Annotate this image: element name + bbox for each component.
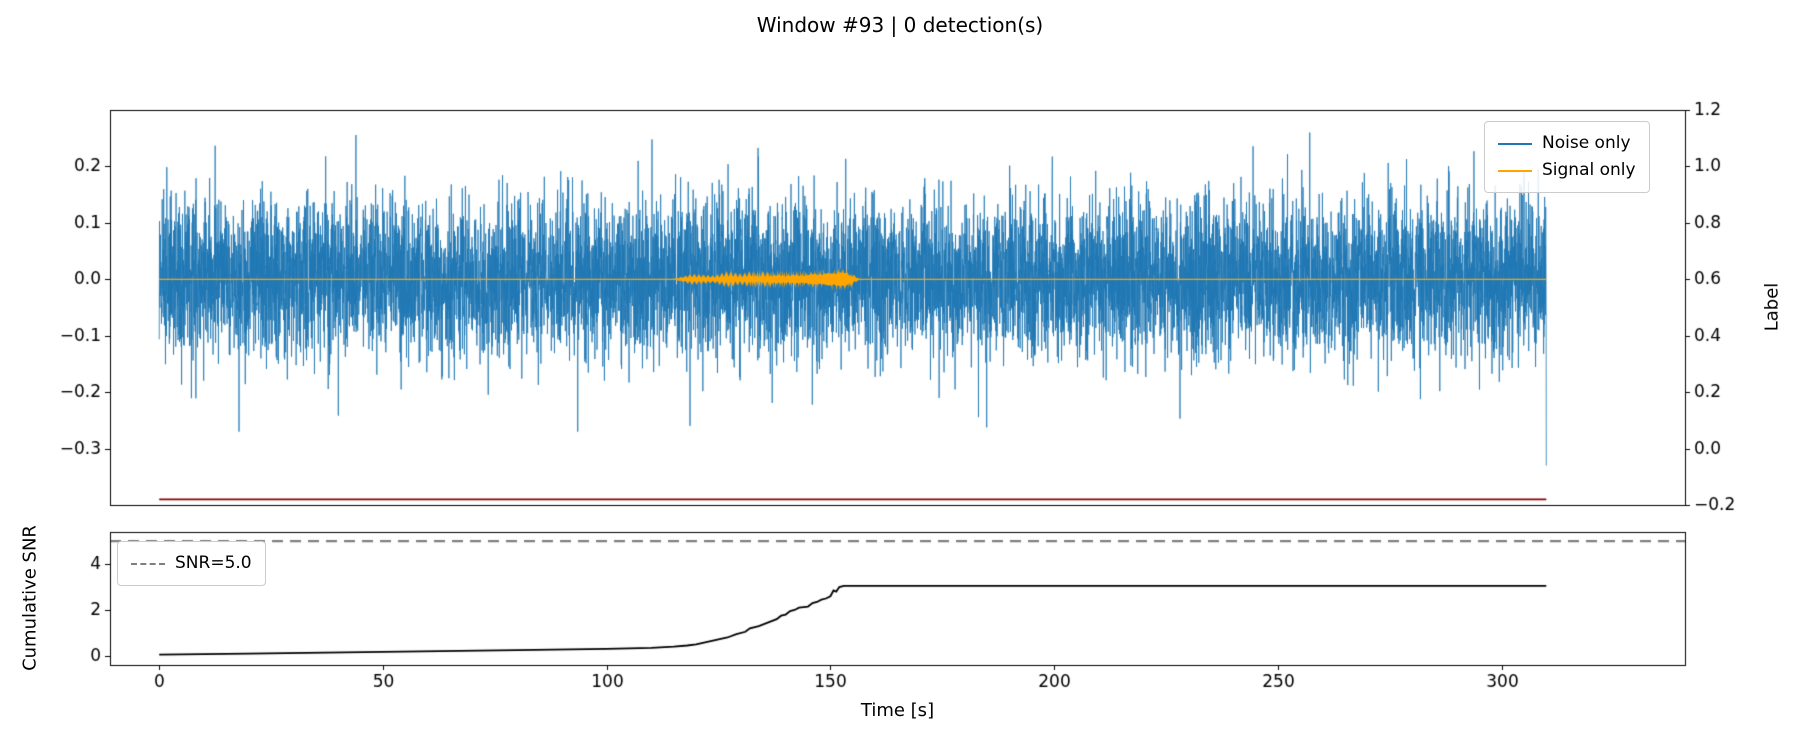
legend-entry-signal: Signal only [1498,157,1636,184]
signal-line-swatch [1498,169,1532,172]
noise-legend-label: Noise only [1542,133,1631,153]
snr-legend: SNR=5.0 [117,541,266,586]
label-y-axis-label: Label [1761,282,1783,332]
legend-entry-noise: Noise only [1498,130,1636,157]
legend-entry-threshold: SNR=5.0 [131,550,252,577]
signal-legend-label: Signal only [1542,160,1636,180]
waveform-legend: Noise only Signal only [1484,121,1650,193]
snr-y-axis-label: Cumulative SNR [19,525,41,671]
noise-line-swatch [1498,142,1532,145]
threshold-legend-label: SNR=5.0 [175,553,252,573]
x-axis-label: Time [s] [860,700,935,721]
figure-title: Window #93 | 0 detection(s) [756,13,1044,37]
threshold-line-swatch [131,562,165,565]
